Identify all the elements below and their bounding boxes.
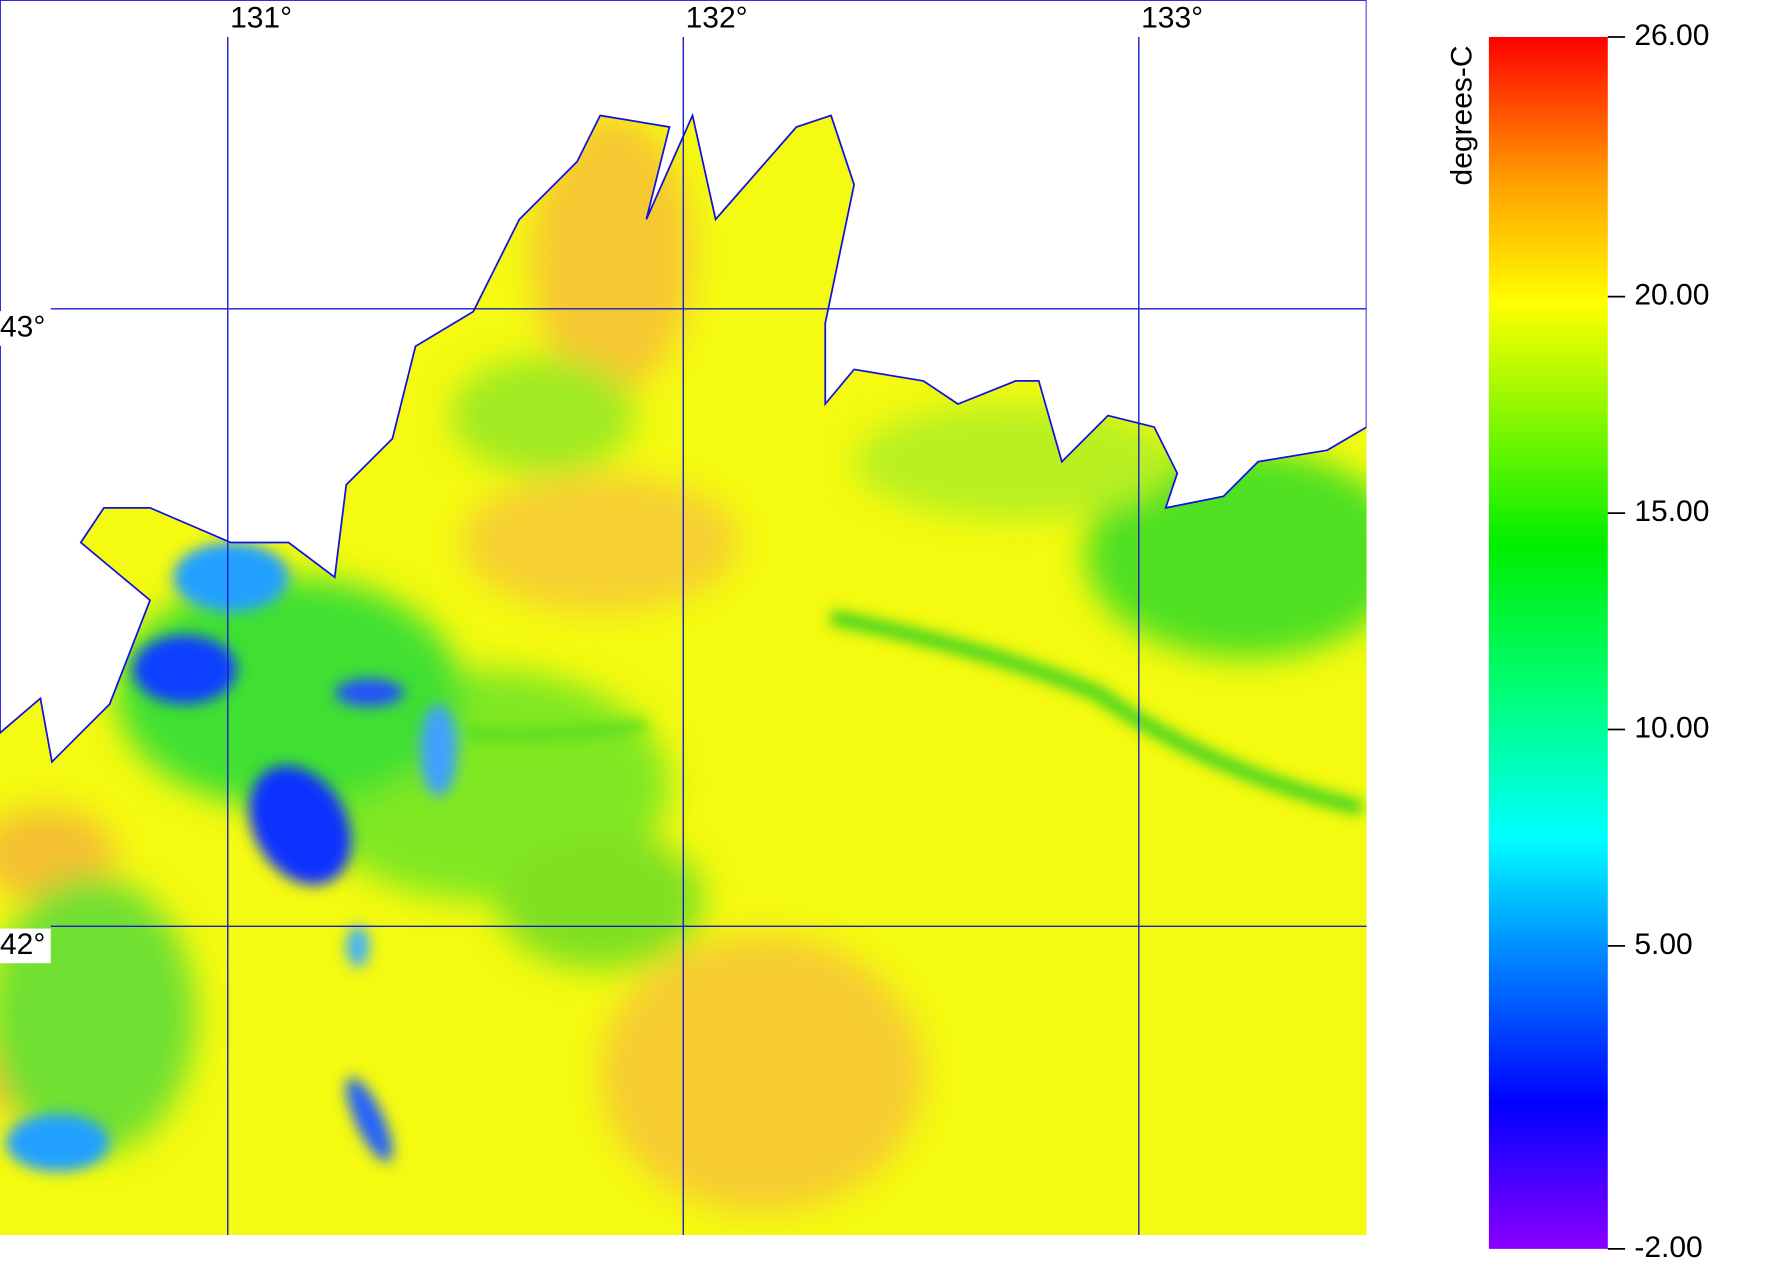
- colorbar: [1488, 36, 1608, 1249]
- colorbar-tick-label: -2.00: [1634, 1231, 1702, 1264]
- latitude-label-bg: [0, 311, 51, 346]
- longitude-label: 133°: [1141, 2, 1203, 35]
- latitude-label: 43°: [0, 310, 45, 343]
- colorbar-tick-label: 26.00: [1634, 19, 1709, 52]
- latitude-label: 42°: [0, 928, 45, 961]
- longitude-label: 132°: [686, 2, 748, 35]
- colorbar-tick-label: 10.00: [1634, 711, 1709, 744]
- latitude-label-bg: [0, 928, 51, 964]
- sst-imagery: [0, 0, 1367, 1236]
- longitude-label: 131°: [230, 2, 292, 35]
- colorbar-tick-label: 20.00: [1634, 279, 1709, 312]
- colorbar-tick-label: 5.00: [1634, 928, 1692, 961]
- colorbar-tick-label: 15.00: [1634, 495, 1709, 528]
- colorbar-label: degrees-C: [1445, 45, 1478, 185]
